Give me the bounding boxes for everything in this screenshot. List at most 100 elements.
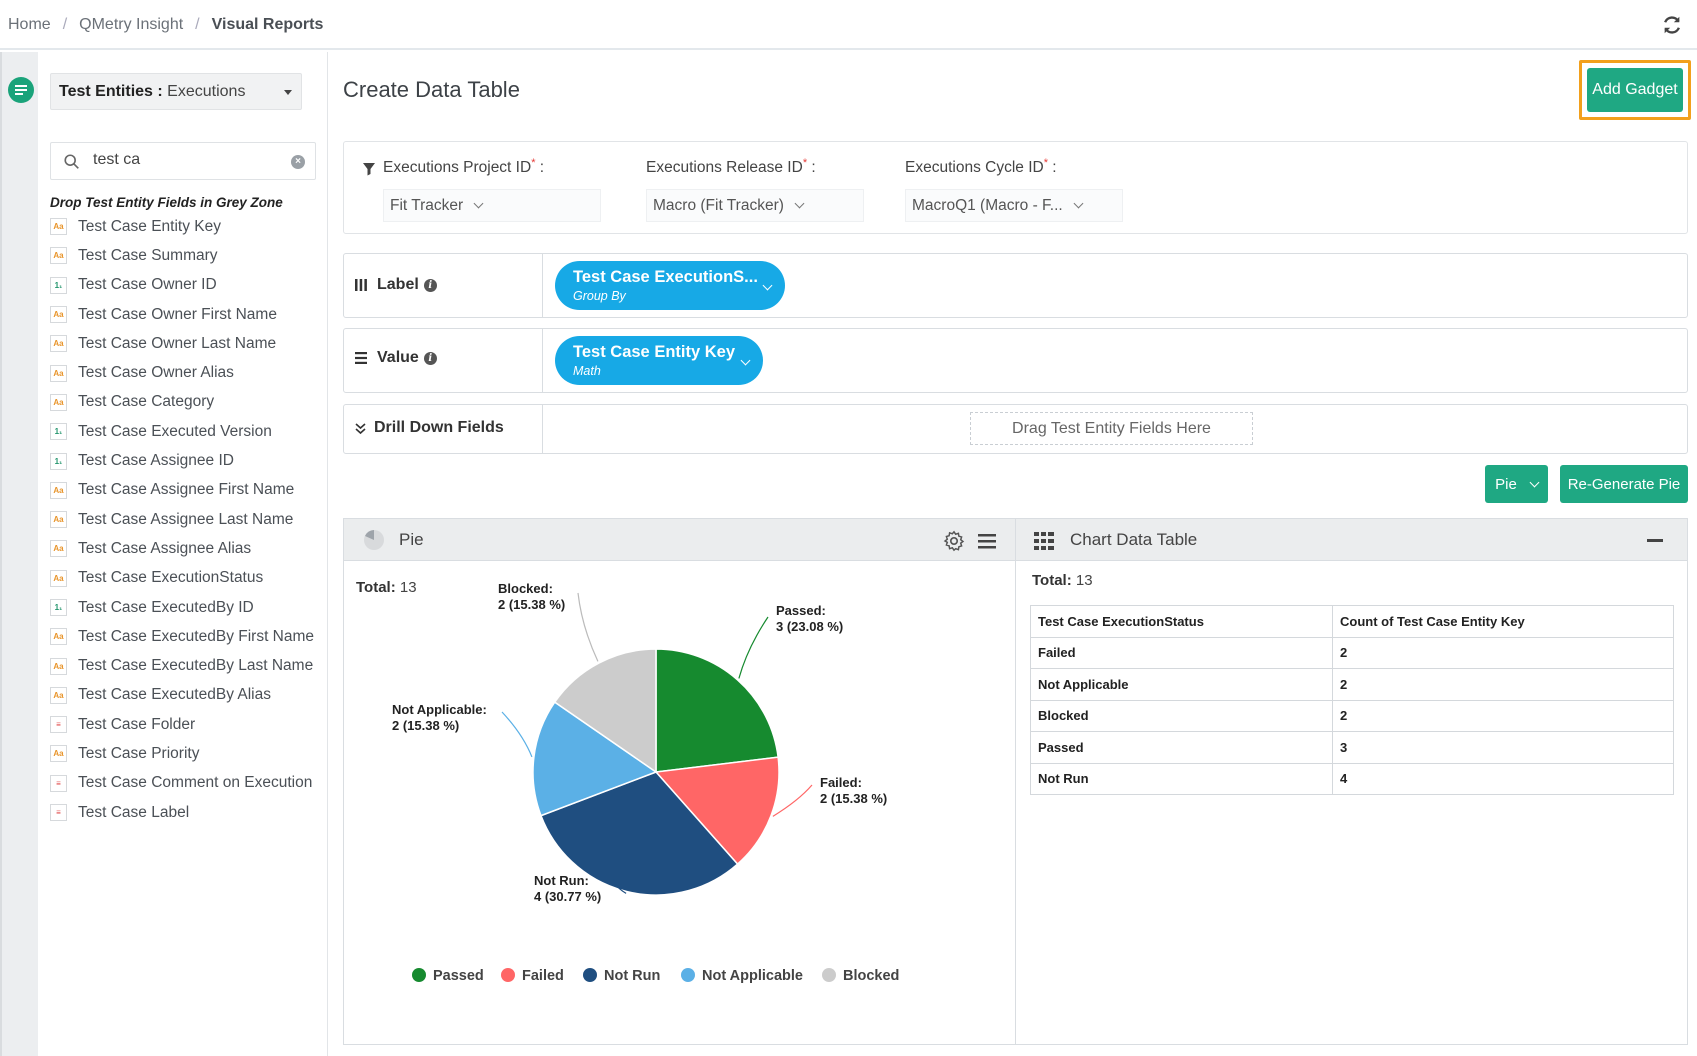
clear-search-icon[interactable]: ×	[291, 155, 305, 169]
filter-project-select[interactable]: Fit Tracker	[383, 189, 601, 223]
field-item[interactable]: Aa Test Case Priority	[50, 739, 314, 768]
field-label: Test Case Folder	[78, 715, 196, 733]
pie-slice-not-run[interactable]	[540, 771, 739, 896]
table-row: Not Applicable 2	[1030, 668, 1674, 701]
data-table-title: Chart Data Table	[1070, 530, 1198, 549]
legend-item-not-run[interactable]: Not Run	[583, 968, 660, 984]
field-label: Test Case Owner ID	[78, 276, 217, 294]
pie-slice-blocked[interactable]	[553, 648, 657, 774]
table-grid-icon	[1034, 532, 1054, 550]
table-cell: Failed	[1030, 636, 1333, 669]
pie-slice-not-applicable[interactable]	[532, 701, 658, 817]
text-field-icon: Aa	[50, 540, 67, 558]
info-icon[interactable]: i	[423, 351, 437, 365]
info-icon[interactable]: i	[423, 278, 437, 292]
field-label: Test Case Entity Key	[78, 217, 222, 235]
text-field-icon: Aa	[50, 511, 67, 529]
field-item[interactable]: 1₁ Test Case ExecutedBy ID	[50, 593, 314, 622]
field-item[interactable]: ≡ Test Case Label	[50, 798, 314, 827]
pie-data-label: Not Run:	[534, 873, 589, 888]
label-zone-title: Label i	[354, 276, 437, 294]
field-item[interactable]: Aa Test Case Owner Alias	[50, 358, 314, 387]
add-gadget-button[interactable]: Add Gadget	[1587, 68, 1683, 112]
field-search-input[interactable]	[93, 151, 273, 169]
field-item[interactable]: Aa Test Case Assignee Alias	[50, 534, 314, 563]
caret-down-icon	[284, 90, 292, 95]
field-label: Test Case Executed Version	[78, 422, 272, 440]
regenerate-pie-button[interactable]: Re-Generate Pie	[1560, 465, 1688, 503]
field-item[interactable]: 1₁ Test Case Assignee ID	[50, 446, 314, 475]
field-item[interactable]: Aa Test Case Owner Last Name	[50, 329, 314, 358]
field-item[interactable]: Aa Test Case Assignee First Name	[50, 476, 314, 505]
legend-label: Blocked	[843, 968, 899, 984]
legend-item-passed[interactable]: Passed	[412, 968, 484, 984]
label-field-pill[interactable]: Test Case ExecutionS... Group By	[555, 261, 785, 310]
pie-label-connector	[772, 784, 813, 817]
table-cell: 3	[1332, 731, 1674, 764]
list-field-icon: ≡	[50, 716, 67, 734]
chevron-down-icon	[1529, 477, 1540, 487]
pie-panel: Pie Total: 13 Passed: 3 (23.08 %) Failed: 2…	[344, 519, 1016, 1044]
filter-icon	[363, 163, 375, 176]
field-label: Test Case Priority	[78, 744, 200, 762]
legend-marker	[681, 968, 695, 982]
pie-data-label: 3 (23.08 %)	[776, 619, 843, 634]
filter-cycle-select[interactable]: MacroQ1 (Macro - F...	[905, 189, 1123, 223]
chart-type-button[interactable]: Pie	[1485, 465, 1548, 503]
settings-gear-icon[interactable]	[943, 530, 965, 552]
field-item[interactable]: Aa Test Case Assignee Last Name	[50, 505, 314, 534]
pie-chart-icon	[364, 530, 384, 550]
menu-icon[interactable]	[978, 532, 996, 550]
field-item[interactable]: Aa Test Case ExecutedBy Last Name	[50, 651, 314, 680]
field-label: Test Case Assignee First Name	[78, 481, 295, 499]
field-label: Test Case Summary	[78, 246, 218, 264]
breadcrumb-insight[interactable]: QMetry Insight	[79, 16, 184, 33]
field-item[interactable]: ≡ Test Case Comment on Execution	[50, 769, 314, 798]
test-entities-select[interactable]: Test Entities : Executions	[50, 73, 302, 110]
rows-icon	[355, 352, 367, 364]
pie-label-connector	[501, 711, 533, 758]
field-item[interactable]: Aa Test Case Owner First Name	[50, 300, 314, 329]
pill-title: Test Case Entity Key	[573, 343, 736, 361]
top-bar: Home / QMetry Insight / Visual Reports	[0, 0, 1697, 50]
label-zone: Label i Test Case ExecutionS... Group By	[343, 253, 1688, 318]
chevron-down-icon	[794, 198, 805, 209]
field-item[interactable]: Aa Test Case ExecutedBy First Name	[50, 622, 314, 651]
field-item[interactable]: Aa Test Case Entity Key	[50, 212, 314, 241]
field-item[interactable]: 1₁ Test Case Executed Version	[50, 417, 314, 446]
breadcrumb-home[interactable]: Home	[8, 16, 51, 33]
field-item[interactable]: ≡ Test Case Folder	[50, 710, 314, 739]
field-label: Test Case Assignee Alias	[78, 539, 252, 557]
value-field-pill[interactable]: Test Case Entity Key Math	[555, 336, 763, 385]
legend-label: Not Applicable	[702, 968, 803, 984]
legend-item-failed[interactable]: Failed	[501, 968, 564, 984]
pie-label-connector	[577, 592, 599, 662]
drill-down-drop-area[interactable]: Drag Test Entity Fields Here	[970, 412, 1253, 445]
legend-item-not-applicable[interactable]: Not Applicable	[681, 968, 803, 984]
table-header-row: Test Case ExecutionStatus Count of Test …	[1030, 605, 1674, 638]
field-label: Test Case ExecutedBy Last Name	[78, 657, 314, 675]
pie-data-label: 4 (30.77 %)	[534, 889, 601, 904]
refresh-icon[interactable]	[1661, 14, 1683, 36]
field-item[interactable]: Aa Test Case ExecutedBy Alias	[50, 681, 314, 710]
pill-subtitle: Group By	[573, 289, 626, 303]
pie-slice-passed[interactable]	[655, 648, 779, 773]
table-cell: 2	[1332, 668, 1674, 701]
filter-release-select[interactable]: Macro (Fit Tracker)	[646, 189, 864, 223]
fields-panel-icon[interactable]	[8, 77, 34, 103]
field-item[interactable]: Aa Test Case ExecutionStatus	[50, 564, 314, 593]
table-cell: Passed	[1030, 731, 1333, 764]
pie-slice-failed[interactable]	[654, 756, 780, 866]
entity-select-value: Executions	[167, 83, 246, 100]
pie-panel-header: Pie	[344, 519, 1015, 561]
field-item[interactable]: Aa Test Case Summary	[50, 241, 314, 270]
field-item[interactable]: 1₁ Test Case Owner ID	[50, 271, 314, 300]
pie-data-label: 2 (15.38 %)	[392, 718, 459, 733]
field-item[interactable]: Aa Test Case Category	[50, 388, 314, 417]
minimize-icon[interactable]	[1647, 539, 1663, 542]
columns-icon	[355, 279, 367, 291]
legend-item-blocked[interactable]: Blocked	[822, 968, 899, 984]
field-list: Aa Test Case Entity Key Aa Test Case Summar…	[50, 212, 314, 827]
drill-down-zone: Drill Down Fields Drag Test Entity Field…	[343, 404, 1688, 454]
filter-project: Executions Project ID* : Fit Tracker	[383, 157, 601, 223]
